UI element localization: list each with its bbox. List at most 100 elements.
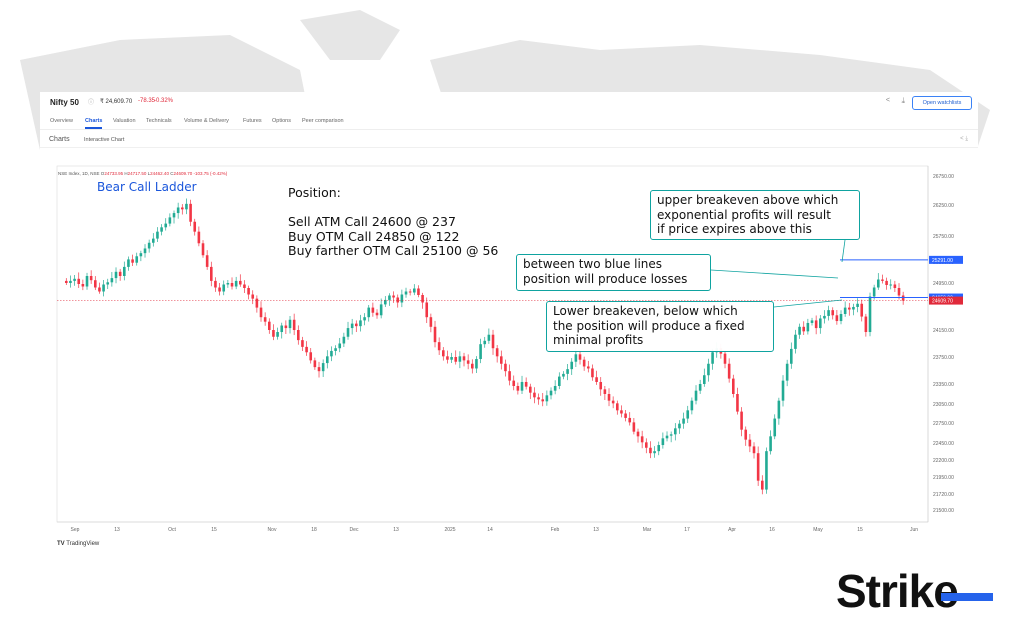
candle-body [475,359,478,369]
candle-body [885,280,888,285]
download-icon[interactable]: ⤓ [901,96,905,105]
ohlc-high: 24717.50 [127,171,147,176]
candle-body [230,283,234,287]
candle-body [458,356,462,362]
candle-body [425,302,429,318]
candle-body [222,284,226,292]
candle-body [864,316,868,333]
strategy-title: Bear Call Ladder [97,180,197,194]
tradingview-label: TradingView [66,541,100,547]
candle-body [553,386,557,391]
candle-body [334,348,337,351]
candle-body [363,317,366,321]
candle-body [686,410,690,419]
candle-body [471,363,474,369]
candle-body [661,438,665,446]
candle-body [392,295,395,298]
price-tag-label: 24609.70 [932,299,953,305]
ohlc-open-label: O [100,171,105,176]
y-tick-label: 22750.00 [933,421,954,427]
candle-body [421,295,424,303]
candle-body [147,242,151,249]
chart-share-icon[interactable]: < ⤓ [960,136,968,142]
candle-body [839,314,843,322]
candle-body [305,346,308,353]
candle-body [848,307,851,310]
ohlc-low: 24462.40 [150,171,169,176]
tab-bar: Overview Charts Valuation Technicals Vol… [40,116,978,130]
candle-body [297,330,300,341]
candle-body [89,276,93,281]
candle-body [558,376,561,386]
candle-body [417,288,420,295]
candle-body [732,378,735,394]
candle-body [620,410,623,414]
open-watchlist-button[interactable]: Open watchlists [912,96,972,110]
lower-breakeven-callout: Lower breakeven, below which the positio… [546,301,774,352]
candle-body [466,360,470,364]
x-tick-label: 16 [769,527,775,533]
candle-body [442,350,445,357]
candle-body [355,323,358,327]
candle-body [777,400,781,419]
candle-body [454,357,458,362]
candle-body [814,320,818,329]
candle-body [694,390,698,401]
price-tag-label: 25291.00 [932,258,953,264]
candle-body [342,336,346,344]
candle-body [562,373,565,377]
candle-body [508,371,511,381]
candle-body [73,278,76,281]
candle-body [740,411,743,430]
tab-technicals[interactable]: Technicals [146,118,172,124]
candle-body [288,319,292,329]
candle-body [446,356,449,360]
ohlc-open: 24733.95 [104,171,124,176]
candle-body [367,307,371,318]
tab-charts[interactable]: Charts [85,118,103,124]
candle-body [632,422,636,432]
candle-body [856,303,859,307]
upper-breakeven-callout: upper breakeven above which exponential … [650,190,860,240]
candle-body [483,340,487,345]
x-tick-label: 13 [393,527,399,533]
candle-body [765,451,768,490]
candle-body [214,280,217,288]
candle-body [193,221,197,232]
info-icon[interactable]: ⓘ [88,100,95,106]
tab-options[interactable]: Options [272,118,291,124]
ohlc-close: 24609.70 [173,171,193,176]
candle-body [682,418,685,424]
candle-body [591,368,594,378]
candle-body [234,280,238,287]
candle-body [118,271,122,276]
share-icon[interactable]: < [885,97,890,104]
tab-valuation[interactable]: Valuation [113,118,136,124]
candle-body [529,386,532,393]
candle-body [574,354,578,362]
candle-body [645,442,648,448]
x-tick-label: Oct [168,527,176,533]
current-price: ₹ 24,609.70 [100,99,133,105]
candle-body [251,294,255,299]
candle-body [185,203,188,210]
candle-body [205,255,209,267]
candle-body [408,291,412,293]
tab-overview[interactable]: Overview [50,118,73,124]
x-tick-label: 13 [593,527,599,533]
candle-body [628,417,632,423]
candle-body [603,389,607,394]
candle-body [512,380,516,386]
candle-body [65,280,68,283]
candle-body [748,439,752,447]
candle-body [135,256,139,263]
price-change-pct: -0.32% [154,98,174,104]
tab-futures[interactable]: Futures [243,118,262,124]
tab-volume-delivery[interactable]: Volume & Delivery [184,118,229,124]
connector-lower [773,299,843,308]
tab-peer-comparison[interactable]: Peer comparison [302,118,344,124]
candle-body [707,363,710,376]
y-tick-label: 23750.00 [933,355,954,361]
candle-body [491,334,495,349]
candle-body [94,280,97,288]
